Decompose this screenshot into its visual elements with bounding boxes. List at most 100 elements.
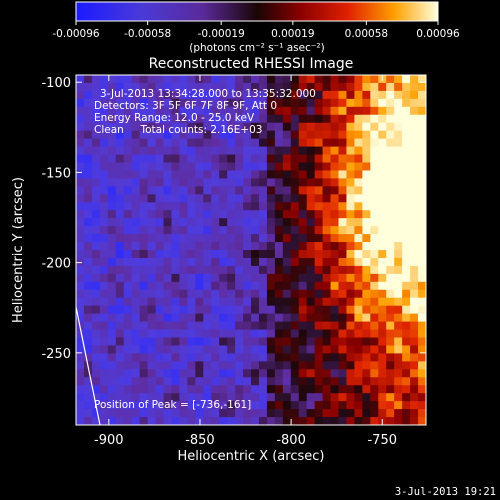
heatmap-cell bbox=[76, 250, 85, 259]
heatmap-cell bbox=[346, 242, 356, 251]
heatmap-cell bbox=[187, 369, 196, 378]
heatmap-cell bbox=[338, 321, 348, 331]
heatmap-cell bbox=[266, 329, 276, 339]
heatmap-cell bbox=[163, 202, 173, 211]
heatmap-cell bbox=[330, 170, 340, 180]
heatmap-cell bbox=[251, 186, 260, 195]
heatmap-cell bbox=[418, 194, 426, 203]
heatmap-cell bbox=[258, 289, 268, 299]
heatmap-cell bbox=[91, 202, 101, 211]
heatmap-cell bbox=[386, 122, 395, 132]
heatmap-cell bbox=[107, 114, 117, 124]
heatmap-cell bbox=[147, 122, 157, 132]
heatmap-cell bbox=[346, 218, 356, 227]
heatmap-cell bbox=[298, 154, 308, 164]
heatmap-cell bbox=[266, 361, 276, 370]
heatmap-cell bbox=[219, 170, 228, 180]
heatmap-cell bbox=[362, 170, 371, 180]
heatmap-cell bbox=[266, 226, 276, 235]
heatmap-cell bbox=[131, 305, 141, 315]
heatmap-cell bbox=[187, 194, 196, 203]
heatmap-cell bbox=[338, 75, 348, 84]
heatmap-cell bbox=[290, 257, 300, 267]
heatmap-cell bbox=[346, 353, 356, 362]
heatmap-cell bbox=[354, 130, 363, 140]
heatmap-cell bbox=[314, 393, 324, 402]
heatmap-cell bbox=[330, 218, 340, 227]
heatmap-cell bbox=[139, 90, 149, 100]
heatmap-cell bbox=[235, 178, 244, 187]
heatmap-cell bbox=[171, 82, 181, 92]
heatmap-cell bbox=[123, 250, 133, 259]
heatmap-cell bbox=[91, 417, 101, 425]
heatmap-cell bbox=[163, 401, 173, 410]
heatmap-cell bbox=[243, 146, 252, 156]
heatmap-cell bbox=[99, 337, 109, 347]
heatmap-cell bbox=[290, 297, 300, 307]
heatmap-cell bbox=[290, 82, 300, 92]
heatmap-cell bbox=[274, 321, 284, 331]
heatmap-cell bbox=[362, 337, 371, 347]
heatmap-cell bbox=[91, 369, 101, 378]
heatmap-cell bbox=[298, 178, 308, 187]
heatmap-cell bbox=[243, 90, 252, 100]
heatmap-cell bbox=[139, 329, 149, 339]
heatmap-cell bbox=[243, 122, 252, 132]
heatmap-cell bbox=[274, 106, 284, 116]
heatmap-cell bbox=[243, 313, 252, 323]
heatmap-cell bbox=[76, 82, 85, 92]
heatmap-cell bbox=[258, 369, 268, 378]
heatmap-cell bbox=[306, 226, 316, 235]
heatmap-cell bbox=[123, 305, 133, 315]
heatmap-cell bbox=[155, 82, 165, 92]
heatmap-cell bbox=[83, 289, 93, 299]
heatmap-cell bbox=[211, 75, 220, 84]
heatmap-cell bbox=[203, 202, 212, 211]
heatmap-cell bbox=[155, 297, 165, 307]
heatmap-cell bbox=[314, 234, 324, 243]
heatmap-cell bbox=[76, 297, 85, 307]
heatmap-cell bbox=[306, 281, 316, 291]
heatmap-cell bbox=[258, 385, 268, 394]
heatmap-cell bbox=[282, 178, 292, 187]
heatmap-cell bbox=[171, 321, 181, 331]
heatmap-cell bbox=[362, 130, 371, 140]
heatmap-cell bbox=[163, 106, 173, 116]
heatmap-cell bbox=[123, 138, 133, 148]
heatmap-cell bbox=[91, 146, 101, 156]
heatmap-cell bbox=[83, 417, 93, 425]
heatmap-cell bbox=[354, 210, 363, 219]
heatmap-cell bbox=[338, 409, 348, 418]
heatmap-cell bbox=[410, 377, 419, 386]
heatmap-cell bbox=[91, 82, 101, 92]
heatmap-cell bbox=[147, 313, 157, 323]
heatmap-cell bbox=[251, 369, 260, 378]
heatmap-cell bbox=[394, 154, 403, 164]
heatmap-cell bbox=[163, 154, 173, 164]
heatmap-cell bbox=[115, 369, 125, 378]
heatmap-cell bbox=[139, 242, 149, 251]
heatmap-cell bbox=[322, 353, 332, 362]
heatmap-cell bbox=[123, 265, 133, 275]
heatmap-cell bbox=[227, 154, 236, 164]
heatmap-cell bbox=[123, 130, 133, 140]
heatmap-cell bbox=[378, 90, 387, 100]
heatmap-cell bbox=[211, 82, 220, 92]
heatmap-cell bbox=[83, 106, 93, 116]
heatmap-cell bbox=[179, 218, 188, 227]
heatmap-cell bbox=[131, 210, 141, 219]
heatmap-cell bbox=[163, 409, 173, 418]
heatmap-cell bbox=[386, 345, 395, 355]
heatmap-cell bbox=[211, 234, 220, 243]
heatmap-cell bbox=[346, 250, 356, 259]
heatmap-cell bbox=[83, 353, 93, 362]
heatmap-cell bbox=[266, 154, 276, 164]
heatmap-cell bbox=[338, 257, 348, 267]
heatmap-cell bbox=[402, 257, 411, 267]
heatmap-cell bbox=[131, 242, 141, 251]
heatmap-cell bbox=[386, 273, 395, 283]
heatmap-cell bbox=[402, 218, 411, 227]
heatmap-cell bbox=[107, 170, 117, 180]
heatmap-cell bbox=[139, 210, 149, 219]
heatmap-cell bbox=[163, 393, 173, 402]
